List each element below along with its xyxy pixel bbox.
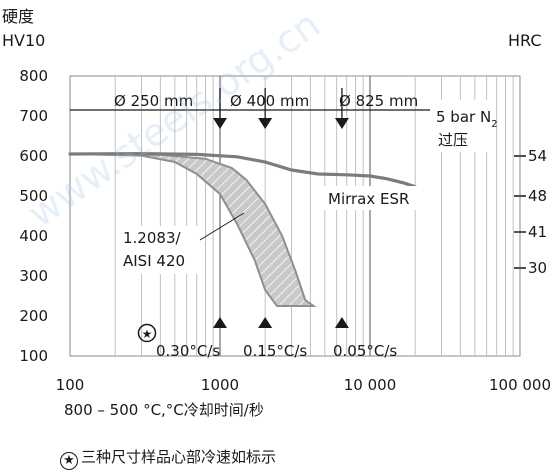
annotation-diameter-825: Ø 825 mm — [339, 92, 418, 110]
cooling-rate-0.05: 0.05°C/s — [333, 342, 397, 360]
grid — [69, 75, 521, 357]
footnote-text: 三种尺寸样品心部冷速如标示 — [81, 448, 277, 466]
annotation-layer — [70, 88, 430, 328]
y-tick-label: 600 — [19, 147, 48, 165]
series-label-mirrax-esr: Mirrax ESR — [328, 190, 409, 208]
pressure-label-main: 5 bar N — [436, 108, 491, 126]
annotation-diameter-400: Ø 400 mm — [230, 92, 309, 110]
x-tick-label: 1000 — [201, 376, 239, 394]
y-tick-label: 700 — [19, 107, 48, 125]
up-triangle-marker — [258, 317, 273, 328]
plot-frame — [69, 75, 521, 357]
series-mirrax-esr-line — [68, 151, 417, 189]
footnote: ★ 三种尺寸样品心部冷速如标示 — [60, 446, 276, 470]
y-tick-label: 300 — [19, 267, 48, 285]
series-label-aisi420-line2: AISI 420 — [123, 252, 185, 270]
y-axis-label-chinese: 硬度 — [2, 7, 34, 26]
y-tick-label: 800 — [19, 67, 48, 85]
mirrax-label-bg — [322, 186, 424, 210]
x-tick-label: 100 000 — [489, 376, 551, 394]
star-glyph: ★ — [142, 327, 153, 341]
y-axis-label-hv10: HV10 — [2, 31, 45, 50]
cooling-rate-0.30: 0.30°C/s — [156, 342, 220, 360]
series-aisi420-band — [69, 153, 317, 307]
y-tick-label: 200 — [19, 307, 48, 325]
hrc-tick-label: 30 — [528, 259, 547, 277]
pressure-label-2: 过压 — [438, 131, 468, 149]
cooling-rate-0.15: 0.15°C/s — [243, 342, 307, 360]
down-triangle-marker — [213, 118, 227, 129]
hrc-tick-label: 54 — [528, 147, 547, 165]
down-triangle-marker — [334, 118, 349, 129]
x-tick-label: 100 — [56, 376, 85, 394]
aisi-leader-line — [199, 212, 245, 241]
cooling-rate-star-marker: ★ — [137, 323, 157, 343]
y-tick-label: 500 — [19, 187, 48, 205]
pressure-label: 5 bar N2 — [436, 108, 498, 130]
pressure-label-sub: 2 — [491, 119, 497, 130]
aisi-label-bg — [118, 226, 200, 274]
series-layer — [68, 100, 488, 307]
up-triangle-marker — [334, 317, 349, 328]
y-axis-label-hrc: HRC — [508, 31, 542, 50]
x-axis-label: 800 – 500 °C,°C冷却时间/秒 — [64, 401, 264, 419]
series-label-aisi420-line1: 1.2083/ — [123, 229, 181, 247]
hrc-tick-label: 48 — [528, 187, 547, 205]
y-tick-label: 100 — [19, 347, 48, 365]
hrc-tick-label: 41 — [528, 223, 547, 241]
annotation-diameter-250: Ø 250 mm — [114, 92, 193, 110]
y-tick-label: 400 — [19, 227, 48, 245]
up-triangle-marker — [213, 317, 227, 328]
down-triangle-marker — [258, 118, 273, 129]
x-tick-label: 10 000 — [344, 376, 397, 394]
tick-layer: 100 200 300 400 500 600 700 800 100 1000 10 000 100… — [19, 67, 551, 394]
footnote-star-icon: ★ — [60, 452, 78, 470]
pressure-label-bg — [432, 100, 488, 152]
